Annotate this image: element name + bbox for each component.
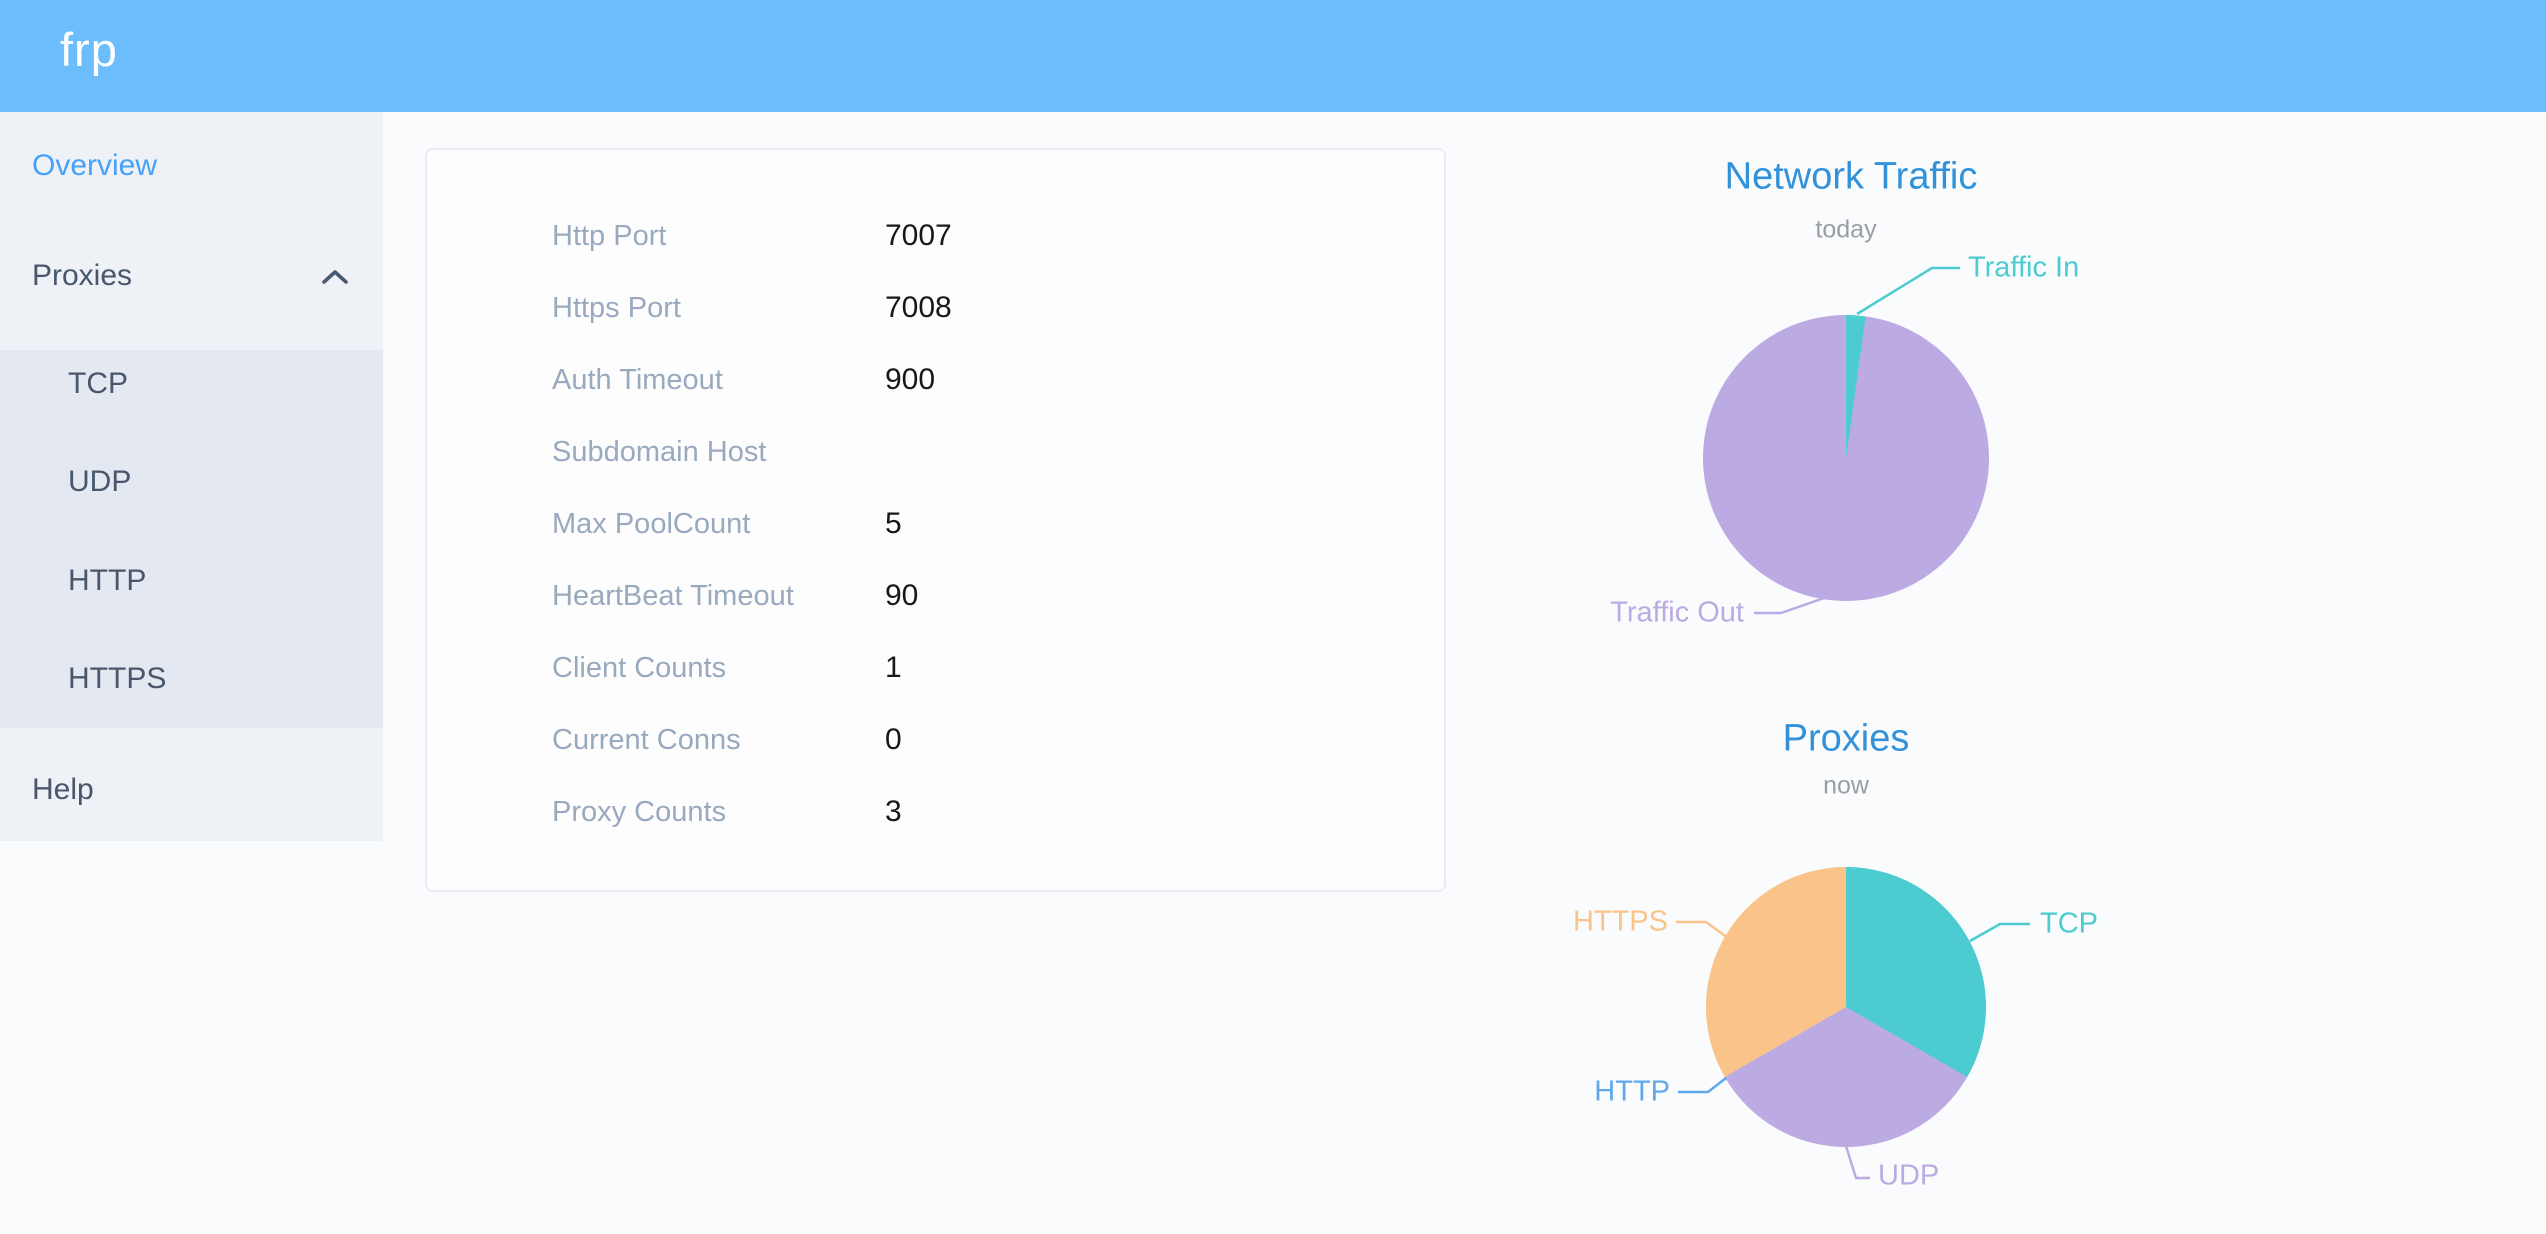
sidebar-item-udp[interactable]: UDP bbox=[68, 465, 132, 498]
row-label: Client Counts bbox=[552, 652, 727, 684]
row-label: Current Conns bbox=[552, 724, 741, 756]
chevron-up-icon bbox=[322, 270, 348, 284]
proxies-pie[interactable] bbox=[1706, 867, 1986, 1147]
server-info-row: Subdomain Host bbox=[427, 416, 1444, 488]
pie-label-https: HTTPS bbox=[1572, 905, 1668, 938]
network-traffic-subtitle: today bbox=[1815, 215, 1877, 244]
pie-label-udp: UDP bbox=[1878, 1159, 1940, 1192]
server-info-card: Http Port 7007 Https Port 7008 Auth Time… bbox=[425, 148, 1446, 892]
row-label: Proxy Counts bbox=[552, 796, 727, 828]
row-label: Https Port bbox=[552, 292, 681, 324]
sidebar-item-http[interactable]: HTTP bbox=[68, 564, 147, 597]
row-value: 0 bbox=[885, 723, 902, 756]
server-info-row: Current Conns 0 bbox=[427, 704, 1444, 776]
sidebar-submenu-proxies: TCP UDP HTTP HTTPS bbox=[0, 350, 383, 728]
sidebar: Overview Proxies TCP UDP HTTP HTTPS Help bbox=[0, 112, 383, 841]
server-info-row: Proxy Counts 3 bbox=[427, 776, 1444, 848]
sidebar-item-label: Proxies bbox=[32, 259, 133, 292]
row-value: 7008 bbox=[885, 291, 952, 324]
sidebar-item-https[interactable]: HTTPS bbox=[68, 662, 167, 695]
pie-label-traffic-out: Traffic Out bbox=[1610, 596, 1744, 629]
row-value: 3 bbox=[885, 795, 902, 828]
row-value: 5 bbox=[885, 507, 902, 540]
proxies-chart-subtitle: now bbox=[1823, 771, 1869, 800]
row-value: 90 bbox=[885, 579, 919, 612]
row-label: Http Port bbox=[552, 220, 667, 252]
app-header: frp bbox=[0, 0, 2546, 112]
row-label: Auth Timeout bbox=[552, 364, 723, 396]
pie-label-tcp: TCP bbox=[2040, 907, 2098, 940]
pie-label-traffic-in: Traffic In bbox=[1968, 251, 2080, 284]
network-traffic-title: Network Traffic bbox=[1724, 155, 1978, 198]
row-label: HeartBeat Timeout bbox=[552, 580, 794, 612]
server-info-row: Https Port 7008 bbox=[427, 272, 1444, 344]
server-info-row: Auth Timeout 900 bbox=[427, 344, 1444, 416]
pie-label-http: HTTP bbox=[1594, 1075, 1670, 1108]
sidebar-item-help[interactable]: Help bbox=[32, 773, 94, 806]
proxies-chart-title: Proxies bbox=[1782, 717, 1910, 760]
network-traffic-pie[interactable] bbox=[1703, 315, 1989, 601]
sidebar-item-overview[interactable]: Overview bbox=[32, 149, 158, 182]
row-value: 900 bbox=[885, 363, 936, 396]
row-value: 7007 bbox=[885, 219, 952, 252]
row-label: Subdomain Host bbox=[552, 436, 767, 468]
server-info-row: Http Port 7007 bbox=[427, 200, 1444, 272]
app-logo: frp bbox=[60, 23, 118, 76]
server-info-row: Max PoolCount 5 bbox=[427, 488, 1444, 560]
sidebar-item-proxies[interactable]: Proxies bbox=[0, 248, 383, 304]
sidebar-item-tcp[interactable]: TCP bbox=[68, 367, 128, 400]
row-value: 1 bbox=[885, 651, 902, 684]
row-label: Max PoolCount bbox=[552, 508, 751, 540]
server-info-row: HeartBeat Timeout 90 bbox=[427, 560, 1444, 632]
server-info-row: Client Counts 1 bbox=[427, 632, 1444, 704]
